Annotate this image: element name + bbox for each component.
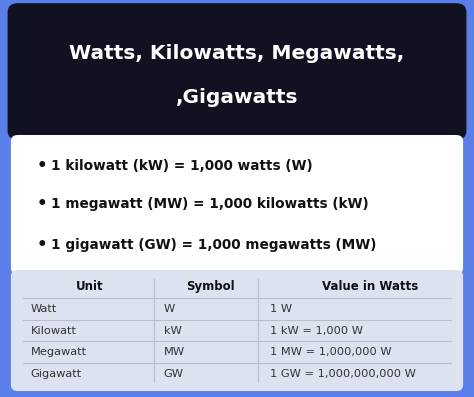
Text: Watt: Watt	[31, 304, 57, 314]
Text: 1 MW = 1,000,000 W: 1 MW = 1,000,000 W	[270, 347, 392, 357]
Text: Megawatt: Megawatt	[31, 347, 87, 357]
Text: •: •	[37, 157, 47, 175]
Text: •: •	[37, 236, 47, 254]
FancyBboxPatch shape	[11, 270, 463, 391]
Text: ,Gigawatts: ,Gigawatts	[176, 88, 298, 107]
Text: •: •	[37, 195, 47, 214]
Text: 1 kilowatt (kW) = 1,000 watts (W): 1 kilowatt (kW) = 1,000 watts (W)	[51, 159, 313, 173]
Text: 1 kW = 1,000 W: 1 kW = 1,000 W	[270, 326, 363, 335]
FancyBboxPatch shape	[11, 135, 463, 274]
Text: Watts, Kilowatts, Megawatts,: Watts, Kilowatts, Megawatts,	[69, 44, 405, 63]
Text: Unit: Unit	[76, 280, 104, 293]
Text: W: W	[164, 304, 175, 314]
Text: 1 GW = 1,000,000,000 W: 1 GW = 1,000,000,000 W	[270, 369, 416, 379]
FancyBboxPatch shape	[8, 3, 466, 140]
Text: Kilowatt: Kilowatt	[31, 326, 77, 335]
Text: kW: kW	[164, 326, 182, 335]
Text: MW: MW	[164, 347, 185, 357]
Text: Gigawatt: Gigawatt	[31, 369, 82, 379]
Text: Symbol: Symbol	[187, 280, 235, 293]
Text: 1 megawatt (MW) = 1,000 kilowatts (kW): 1 megawatt (MW) = 1,000 kilowatts (kW)	[51, 197, 369, 212]
Text: 1 gigawatt (GW) = 1,000 megawatts (MW): 1 gigawatt (GW) = 1,000 megawatts (MW)	[51, 238, 376, 252]
Text: 1 W: 1 W	[270, 304, 292, 314]
Text: Value in Watts: Value in Watts	[321, 280, 418, 293]
Text: GW: GW	[164, 369, 183, 379]
